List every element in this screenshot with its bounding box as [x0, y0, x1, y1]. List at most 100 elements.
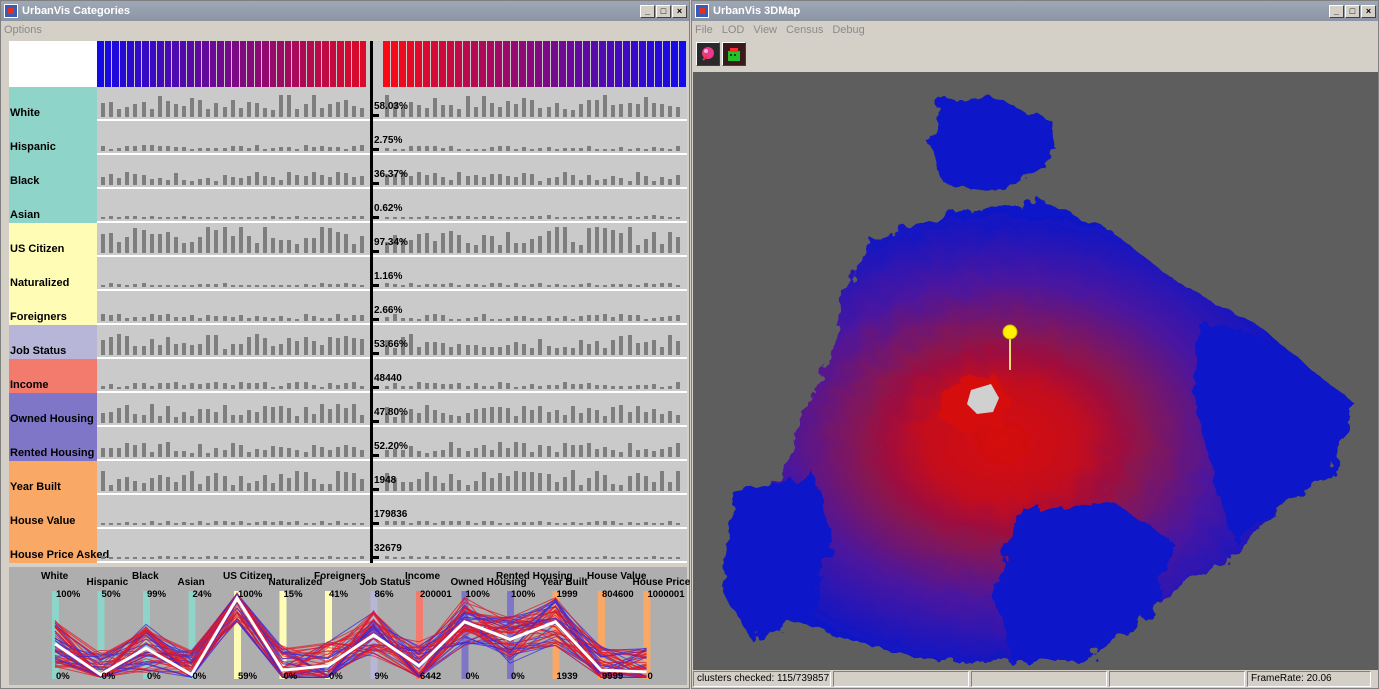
histogram-bar	[133, 414, 138, 423]
category-value: 2.66%	[374, 305, 403, 316]
category-row-job-status[interactable]: Job Status 53.66%	[9, 325, 687, 359]
axis-bar[interactable]	[507, 591, 514, 679]
category-row-naturalized[interactable]: Naturalized 1.16%	[9, 257, 687, 291]
value-slider-handle[interactable]	[371, 216, 379, 219]
category-label[interactable]: House Price Asked	[9, 529, 109, 563]
maximize-button[interactable]: □	[1345, 4, 1360, 18]
minimize-button[interactable]: _	[640, 4, 655, 18]
histogram-bar	[627, 386, 632, 389]
histogram-bar	[254, 481, 259, 491]
category-row-house-price-asked[interactable]: House Price Asked 32679	[9, 529, 687, 563]
category-label[interactable]: Owned Housing	[9, 393, 97, 427]
minimize-button[interactable]: _	[1329, 4, 1344, 18]
histogram-bar	[578, 245, 583, 253]
value-slider-handle[interactable]	[371, 386, 379, 389]
maximize-button[interactable]: □	[656, 4, 671, 18]
category-row-house-value[interactable]: House Value 179836	[9, 495, 687, 529]
value-slider-handle[interactable]	[371, 318, 379, 321]
category-row-black[interactable]: Black 36.37%	[9, 155, 687, 189]
histogram-bar	[182, 556, 186, 559]
histogram-bar	[506, 146, 510, 151]
category-label[interactable]: Black	[9, 155, 97, 189]
category-label[interactable]: Foreigners	[9, 291, 97, 325]
axis-bar[interactable]	[52, 591, 59, 679]
menu-census[interactable]: Census	[786, 24, 824, 36]
value-slider-handle[interactable]	[371, 522, 379, 525]
color-scale-cell	[134, 41, 141, 87]
value-slider-handle[interactable]	[371, 352, 379, 355]
value-slider-handle[interactable]	[371, 250, 379, 253]
color-scale-cell	[329, 41, 336, 87]
value-slider-handle[interactable]	[371, 182, 379, 185]
app-icon	[4, 4, 18, 18]
close-button[interactable]: ×	[672, 4, 687, 18]
axis-bar[interactable]	[97, 591, 105, 679]
histogram-bar	[303, 176, 308, 185]
category-row-us-citizen[interactable]: US Citizen 97.34%	[9, 223, 687, 257]
selection-divider[interactable]	[370, 41, 373, 563]
location-marker-icon[interactable]	[1002, 324, 1018, 340]
3d-map-view[interactable]	[693, 72, 1378, 670]
axis-bar[interactable]	[325, 591, 332, 679]
category-row-hispanic[interactable]: Hispanic 2.75%	[9, 121, 687, 155]
value-slider-handle[interactable]	[371, 454, 379, 457]
census-region-map[interactable]	[693, 72, 1378, 670]
value-slider-handle[interactable]	[371, 488, 379, 491]
axis-bar[interactable]	[234, 591, 241, 679]
axis-bar[interactable]	[416, 591, 423, 679]
value-slider-handle[interactable]	[371, 148, 379, 151]
axis-bar[interactable]	[598, 591, 605, 679]
category-label[interactable]: White	[9, 87, 97, 121]
category-row-foreigners[interactable]: Foreigners 2.66%	[9, 291, 687, 325]
parallel-coordinates-panel[interactable]: White 100% 0% Hispanic 50% 0% Black 99% 0% Asian 2…	[9, 567, 723, 685]
category-label[interactable]: Year Built	[9, 461, 97, 495]
categories-titlebar[interactable]: UrbanVis Categories _ □ ×	[1, 1, 689, 21]
selected-region[interactable]	[967, 384, 999, 414]
category-label[interactable]: Job Status	[9, 325, 97, 359]
histogram-bar	[133, 481, 138, 491]
menu-lod[interactable]: LOD	[721, 24, 745, 36]
color-scale-header[interactable]	[9, 41, 687, 87]
category-row-rented-housing[interactable]: Rented Housing 52.20%	[9, 427, 687, 461]
category-label[interactable]: Naturalized	[9, 257, 97, 291]
axis-bar[interactable]	[188, 591, 196, 679]
map-titlebar[interactable]: UrbanVis 3DMap _ □ ×	[692, 1, 1378, 21]
menu-debug[interactable]: Debug	[832, 24, 865, 36]
category-row-year-built[interactable]: Year Built 1948	[9, 461, 687, 495]
menu-file[interactable]: File	[695, 24, 713, 36]
histogram-bar	[141, 346, 146, 355]
menu-options[interactable]: Options	[4, 24, 42, 36]
category-label[interactable]: Rented Housing	[9, 427, 97, 461]
histogram-bar	[344, 445, 348, 457]
value-slider-handle[interactable]	[371, 420, 379, 423]
histogram-bar	[335, 338, 340, 355]
histogram-bar	[117, 557, 122, 559]
axis-bar[interactable]	[279, 591, 287, 679]
category-label[interactable]: Income	[9, 359, 97, 393]
category-row-white[interactable]: White 58.03%	[9, 87, 687, 121]
value-slider-handle[interactable]	[371, 556, 379, 559]
category-histogram-panel[interactable]: White 58.03% Hispanic 2.75% Black 36.37% Asian…	[9, 41, 687, 563]
category-row-income[interactable]: Income 48440	[9, 359, 687, 393]
value-slider-handle[interactable]	[371, 284, 379, 287]
histogram-bar	[352, 177, 357, 185]
axis-bar[interactable]	[643, 591, 651, 679]
histogram-bar	[522, 147, 527, 151]
category-row-owned-housing[interactable]: Owned Housing 47.80%	[9, 393, 687, 427]
category-label[interactable]: House Value	[9, 495, 97, 529]
category-label[interactable]: US Citizen	[9, 223, 97, 257]
histogram-bar	[125, 216, 130, 219]
histogram-bar	[554, 348, 559, 355]
parallel-coordinates-plot[interactable]	[9, 567, 687, 685]
menu-view[interactable]: View	[753, 24, 778, 36]
category-label[interactable]: Asian	[9, 189, 97, 223]
category-row-asian[interactable]: Asian 0.62%	[9, 189, 687, 223]
close-button[interactable]: ×	[1361, 4, 1376, 18]
building-tool-button[interactable]	[722, 42, 746, 66]
pin-tool-button[interactable]	[696, 42, 720, 66]
value-slider-handle[interactable]	[371, 114, 379, 117]
color-scale-cell	[344, 41, 351, 87]
histogram-bar	[473, 523, 478, 525]
histogram-bar	[392, 417, 397, 423]
category-label[interactable]: Hispanic	[9, 121, 97, 155]
